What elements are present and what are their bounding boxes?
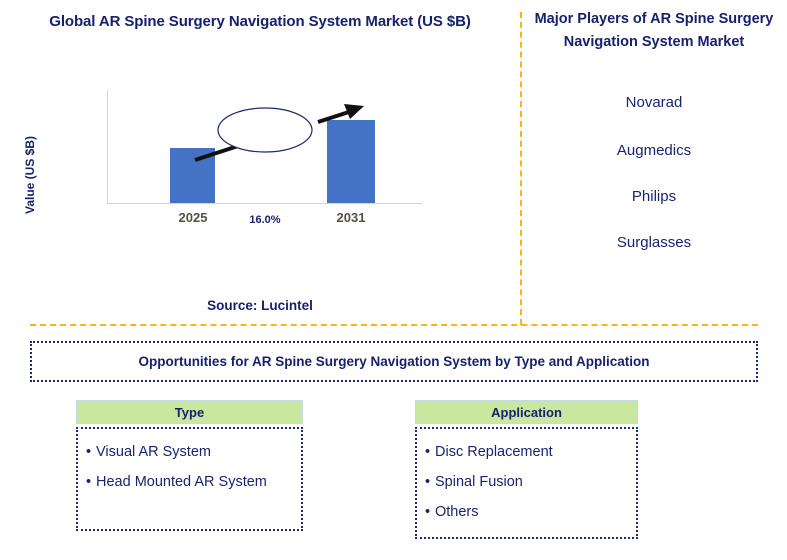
x-tick-2031: 2031 bbox=[336, 210, 366, 225]
bullet-icon: • bbox=[425, 444, 431, 460]
chart-title: Global AR Spine Surgery Navigation Syste… bbox=[49, 13, 471, 30]
player-item: Novarad bbox=[625, 94, 683, 111]
list-item: • Disc Replacement bbox=[423, 437, 630, 467]
opportunities-banner: Opportunities for AR Spine Surgery Navig… bbox=[30, 341, 758, 382]
cagr-arrow-graphic bbox=[194, 104, 364, 162]
list-item-label: Disc Replacement bbox=[435, 444, 553, 460]
x-axis-line bbox=[107, 203, 422, 204]
list-item-label: Visual AR System bbox=[96, 444, 211, 460]
y-axis-line bbox=[107, 90, 108, 204]
cagr-value-label: 16.0% bbox=[249, 214, 281, 226]
chart-panel: Global AR Spine Surgery Navigation Syste… bbox=[0, 0, 520, 325]
application-column-header: Application bbox=[415, 400, 638, 424]
list-item-label: Head Mounted AR System bbox=[96, 474, 267, 490]
bullet-icon: • bbox=[425, 474, 431, 490]
source-label: Source: Lucintel bbox=[207, 298, 313, 313]
type-column: Type • Visual AR System • Head Mounted AR … bbox=[76, 400, 303, 531]
bullet-icon: • bbox=[86, 444, 92, 460]
application-column: Application • Disc Replacement • Spinal Fu… bbox=[415, 400, 638, 539]
opportunities-title: Opportunities for AR Spine Surgery Navig… bbox=[138, 354, 650, 369]
x-tick-2025: 2025 bbox=[178, 210, 208, 225]
vertical-divider bbox=[520, 12, 522, 325]
major-players-panel: Major Players of AR Spine Surgery Naviga… bbox=[521, 0, 787, 325]
major-players-title: Major Players of AR Spine Surgery Naviga… bbox=[534, 11, 774, 50]
list-item: • Spinal Fusion bbox=[423, 467, 630, 497]
bar-chart: Value (US $B) 16.0% 2025 2031 bbox=[0, 90, 520, 240]
type-column-header: Type bbox=[76, 400, 303, 424]
application-column-body: • Disc Replacement • Spinal Fusion • Others bbox=[415, 427, 638, 539]
bullet-icon: • bbox=[425, 504, 431, 520]
list-item: • Others bbox=[423, 497, 630, 527]
bars-container bbox=[0, 90, 520, 203]
bullet-icon: • bbox=[86, 474, 92, 490]
bar-2031 bbox=[327, 120, 375, 203]
horizontal-divider bbox=[30, 324, 758, 326]
list-item-label: Spinal Fusion bbox=[435, 474, 523, 490]
list-item: • Visual AR System bbox=[84, 437, 295, 467]
type-column-body: • Visual AR System • Head Mounted AR Syste… bbox=[76, 427, 303, 531]
list-item-label: Others bbox=[435, 504, 479, 520]
player-item: Philips bbox=[631, 188, 677, 205]
player-item: Surglasses bbox=[616, 234, 692, 251]
player-item: Augmedics bbox=[616, 142, 692, 159]
list-item: • Head Mounted AR System bbox=[84, 467, 295, 497]
